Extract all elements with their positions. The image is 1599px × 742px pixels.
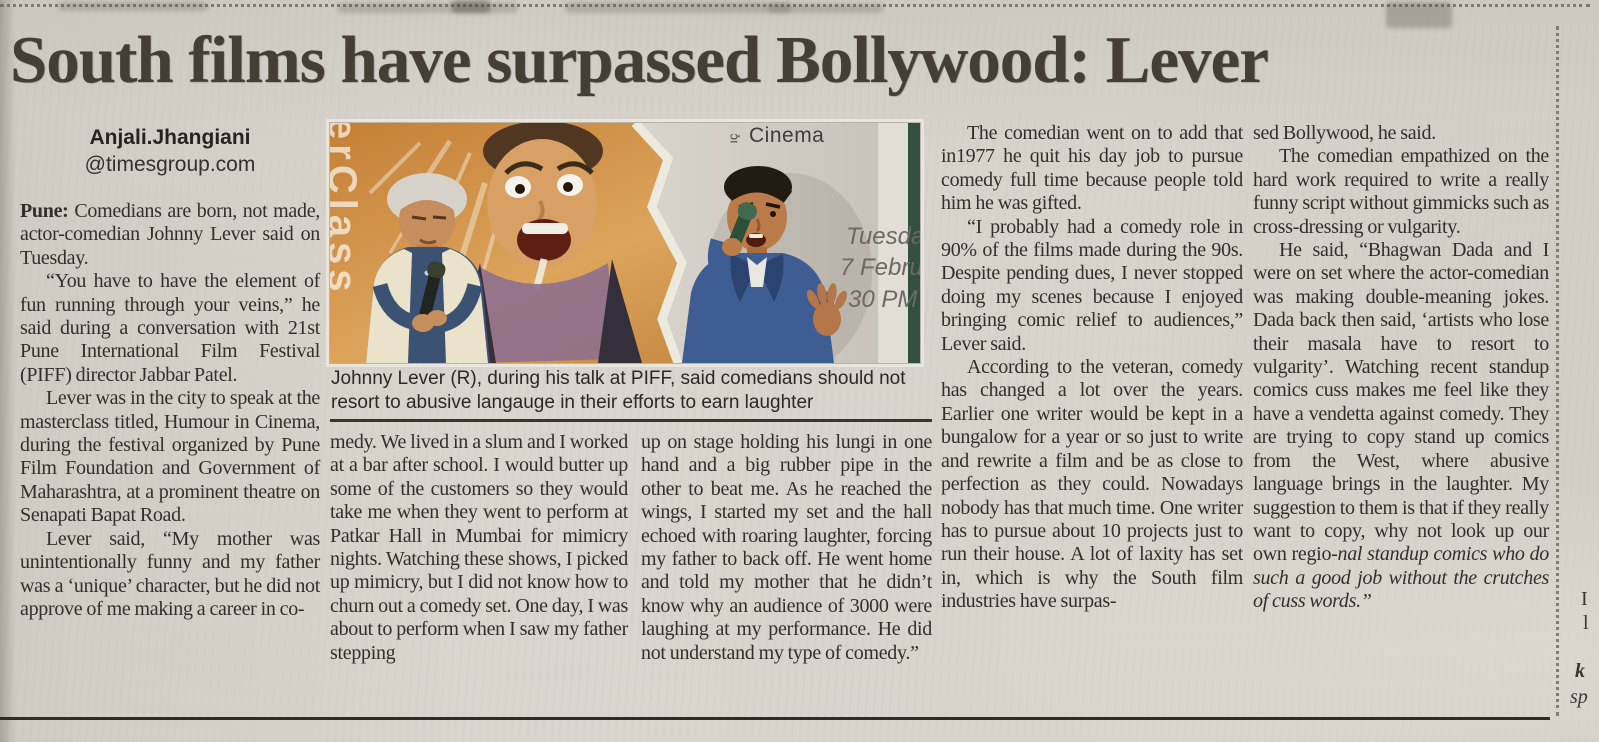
column-1: Pune: Comedians are born, not made, acto… — [20, 200, 320, 621]
paragraph: The comedian went on to add that in1977 … — [941, 122, 1243, 215]
edge-text-fragment: I — [1581, 588, 1588, 610]
microphone-icon — [419, 261, 446, 319]
ink-bleed-smudge — [565, 2, 790, 13]
caption-divider — [330, 419, 932, 422]
paragraph: Lever was in the city to speak at the ma… — [20, 387, 320, 527]
edge-text-fragment: sp — [1570, 686, 1588, 708]
ink-bleed-smudge — [338, 3, 518, 13]
bottom-divider — [0, 717, 1550, 720]
byline: Anjali.Jhangiani @timesgroup.com — [20, 126, 320, 177]
photo-text-day: Tuesday — [846, 223, 920, 250]
byline-email: @timesgroup.com — [84, 153, 256, 176]
paragraph: He said, “Bhagwan Dada and I were on set… — [1253, 239, 1549, 614]
paragraph-text: Comedians are born, not made, actor-come… — [20, 200, 320, 269]
paragraph: Pune: Comedians are born, not made, acto… — [20, 200, 320, 270]
column-2: medy. We lived in a slum and I worked at… — [330, 431, 628, 665]
photo-text-cinema: Cinema — [749, 124, 825, 147]
masterclass-banner-text: erClass — [330, 123, 364, 297]
column-dotted-divider — [1556, 26, 1559, 716]
ink-bleed-smudge — [768, 4, 883, 13]
paragraph: The comedian empathized on the hard work… — [1253, 145, 1549, 238]
paragraph: sed Bollywood, he said. — [1253, 122, 1436, 144]
paragraph-text: He said, “Bhagwan Dada and I were on set… — [1253, 239, 1549, 566]
ink-bleed-smudge — [1386, 2, 1452, 28]
green-banner-strip — [908, 123, 920, 363]
gesture-hand — [806, 283, 847, 336]
dateline: Pune: — [20, 200, 69, 222]
top-dotted-divider — [0, 4, 1590, 7]
column-3: up on stage holding his lungi in one han… — [641, 431, 932, 665]
ink-bleed-smudge — [58, 2, 208, 11]
ink-bleed-smudge — [452, 0, 490, 13]
right-speaker — [682, 166, 847, 363]
photo-text-time: 30 PM — [848, 286, 918, 313]
paragraph: up on stage holding his lungi in one han… — [641, 431, 932, 664]
byline-author: Anjali.Jhangiani — [89, 126, 251, 149]
poster-face — [456, 123, 642, 363]
photo-caption: Johnny Lever (R), during his talk at PIF… — [331, 368, 906, 413]
paragraph: medy. We lived in a slum and I worked at… — [330, 431, 628, 664]
column-4: The comedian went on to add that in1977 … — [941, 122, 1243, 614]
wall-pillar — [878, 123, 908, 363]
photo-text-date: 7 Febru — [840, 254, 920, 281]
headline: South films have surpassed Bollywood: Le… — [10, 23, 1269, 97]
torn-poster-edge — [631, 123, 687, 363]
paragraph-text-italic: nal standup comics who do such a good jo… — [1253, 543, 1550, 613]
left-speaker — [366, 173, 490, 363]
column-5: sed Bollywood, he said. The comedian emp… — [1253, 122, 1549, 614]
photo-illustration — [330, 123, 920, 363]
edge-text-fragment: k — [1575, 660, 1585, 682]
edge-text-fragment: l — [1583, 612, 1589, 634]
paragraph: According to the veteran, comedy has cha… — [941, 356, 1243, 613]
paragraph: “I probably had a comedy role in 90% of … — [941, 215, 1243, 355]
paragraph: “You have to have the element of fun run… — [20, 270, 320, 386]
cinema-logo-mark: ıç — [725, 133, 741, 144]
paragraph: Lever said, “My mother was unintentional… — [20, 527, 320, 620]
article-photo: erClass ıç Cinema Tuesday 7 Febru 30 PM — [330, 123, 920, 363]
